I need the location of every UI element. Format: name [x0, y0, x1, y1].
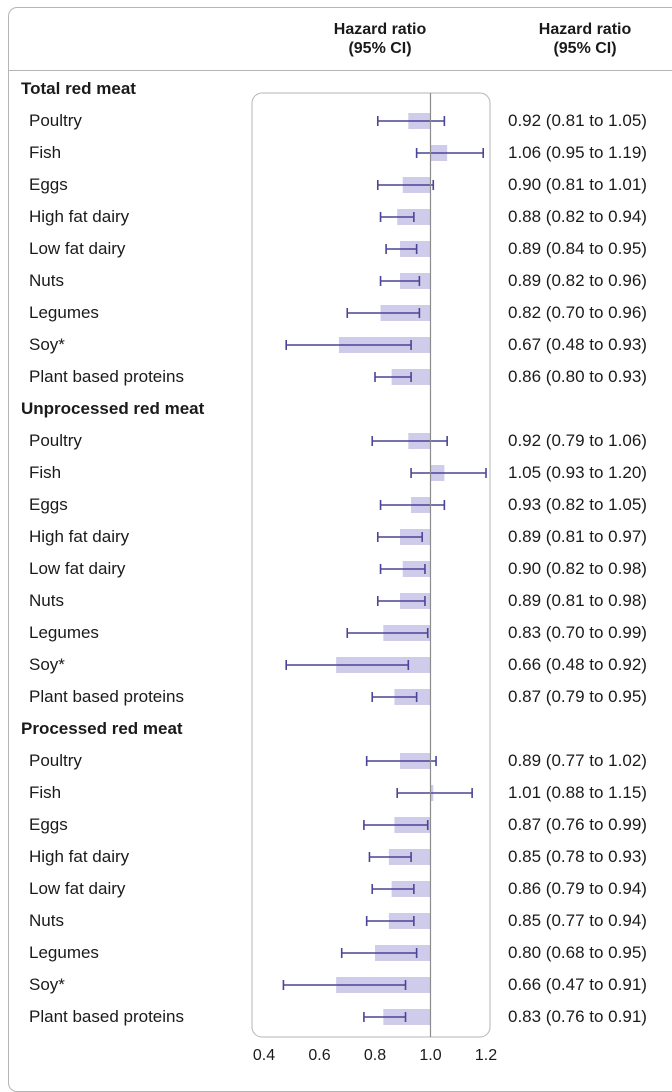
x-tick-label: 1.2 [475, 1047, 497, 1064]
x-tick-label: 1.0 [419, 1047, 441, 1064]
x-tick-label: 0.4 [253, 1047, 275, 1064]
x-tick-label: 0.6 [308, 1047, 330, 1064]
x-tick-label: 0.8 [364, 1047, 386, 1064]
plot-panel [252, 93, 490, 1037]
